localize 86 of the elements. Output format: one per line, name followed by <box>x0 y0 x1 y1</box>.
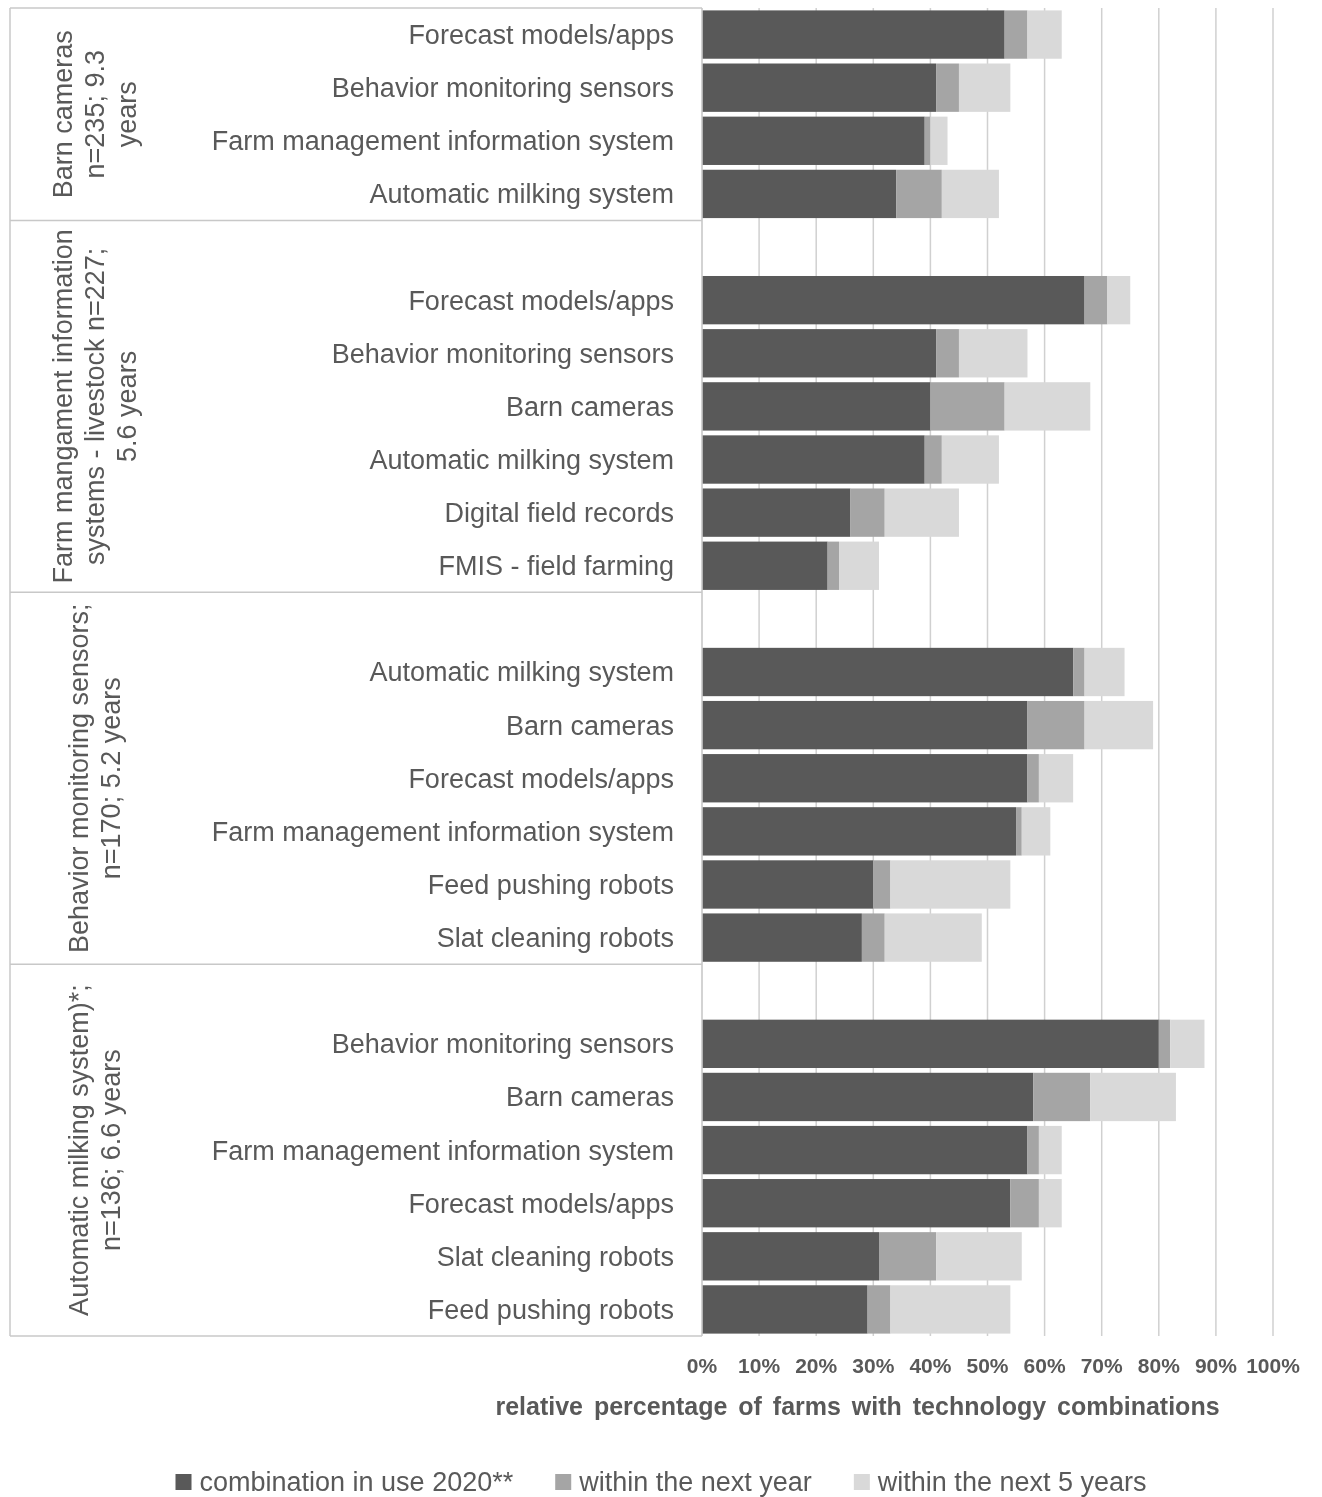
bar <box>1107 275 1131 325</box>
text: Behavior monitoring sensors; n=170; 5.2 years <box>64 603 127 954</box>
bar <box>1170 1019 1205 1069</box>
y-tick-label: Behavior monitoring sensors <box>331 338 674 369</box>
y-tick-label: Farm management information system <box>211 816 674 847</box>
x-tick-label: 80% <box>1137 1354 1181 1377</box>
x-tick-label: 70% <box>1080 1354 1124 1377</box>
bar <box>702 116 925 165</box>
legend-label: within the next year <box>578 1467 812 1497</box>
y-tick-label: Forecast models/apps <box>408 763 674 794</box>
x-axis-title: relative percentage of farms with technology combinations <box>495 1392 1220 1420</box>
bar <box>702 63 937 112</box>
y-tick-label: Forecast models/apps <box>408 20 674 51</box>
bar <box>702 169 897 219</box>
bar <box>1010 1179 1039 1228</box>
bar <box>896 169 942 219</box>
legend-label: within the next 5 years <box>876 1467 1147 1497</box>
y-tick-label: Farm management information system <box>211 126 674 157</box>
y-tick-label: Forecast models/apps <box>408 1188 674 1219</box>
y-tick-label: Farm management information system <box>211 1135 674 1166</box>
y-tick-label: Feed pushing robots <box>427 869 674 900</box>
bar <box>930 382 1005 431</box>
bar <box>702 10 1005 59</box>
x-tick-label: 0% <box>686 1354 718 1377</box>
y-tick-label: Barn cameras <box>505 1082 674 1113</box>
text: Automatic milking system)*; n=136; 6.6 years <box>64 984 127 1316</box>
bar <box>867 1285 891 1334</box>
bar <box>1158 1019 1171 1069</box>
y-tick-label: Feed pushing robots <box>427 1294 674 1325</box>
y-tick-label: Automatic milking system <box>369 179 674 210</box>
bar <box>1027 1125 1039 1175</box>
bar <box>1004 10 1028 59</box>
text: Barn cameras n=235; 9.3 years <box>48 30 143 199</box>
x-tick-label: 100% <box>1246 1354 1301 1377</box>
bar <box>702 1232 880 1281</box>
bar <box>861 913 885 962</box>
y-tick-label: Automatic milking system <box>369 444 674 475</box>
x-tick-label: 10% <box>738 1354 781 1377</box>
x-tick-label: 30% <box>852 1354 895 1377</box>
bar <box>702 488 851 537</box>
bar <box>873 860 891 909</box>
y-tick-label: Behavior monitoring sensors <box>331 1029 674 1060</box>
y-tick-label: Automatic milking system <box>369 657 674 688</box>
y-tick-label: Forecast models/apps <box>408 285 674 316</box>
bar <box>702 860 874 909</box>
bar <box>702 1285 868 1334</box>
bar <box>1073 647 1085 697</box>
x-tick-label: 90% <box>1194 1354 1238 1377</box>
bar <box>1016 807 1022 856</box>
y-tick-label: Behavior monitoring sensors <box>331 73 674 104</box>
bar <box>850 488 885 537</box>
bar <box>1084 275 1108 325</box>
bar <box>702 913 862 962</box>
bar <box>702 754 1028 803</box>
bar <box>924 435 942 484</box>
bar <box>702 382 931 431</box>
bar <box>1027 754 1039 803</box>
bar <box>702 541 828 590</box>
bar <box>702 1072 1034 1122</box>
y-tick-label: Slat cleaning robots <box>436 923 674 954</box>
bar <box>702 329 937 378</box>
y-tick-label: FMIS - field farming <box>438 551 674 582</box>
bar <box>702 1125 1028 1175</box>
bar <box>702 647 1074 697</box>
x-tick-label: 40% <box>909 1354 952 1377</box>
bar <box>702 435 925 484</box>
bar <box>702 275 1085 325</box>
bar <box>936 63 959 112</box>
legend-label: combination in use 2020** <box>199 1467 514 1497</box>
x-tick-label: 50% <box>966 1354 1009 1377</box>
bar <box>936 329 959 378</box>
y-tick-label: Barn cameras <box>505 391 674 422</box>
y-tick-label: Digital field records <box>444 498 674 529</box>
bar <box>702 807 1017 856</box>
y-tick-label: Slat cleaning robots <box>436 1241 674 1272</box>
x-tick-label: 20% <box>795 1354 838 1377</box>
bar <box>1027 700 1085 750</box>
y-tick-label: Barn cameras <box>505 710 674 741</box>
x-tick-label: 60% <box>1023 1354 1066 1377</box>
bar <box>702 1179 1011 1228</box>
bar <box>702 700 1028 750</box>
bar <box>879 1232 937 1281</box>
bar <box>1033 1072 1091 1122</box>
bar <box>827 541 840 590</box>
bar <box>702 1019 1159 1069</box>
text: Farm mangament information systems - livestock n=227; 5.6 years <box>48 229 143 584</box>
